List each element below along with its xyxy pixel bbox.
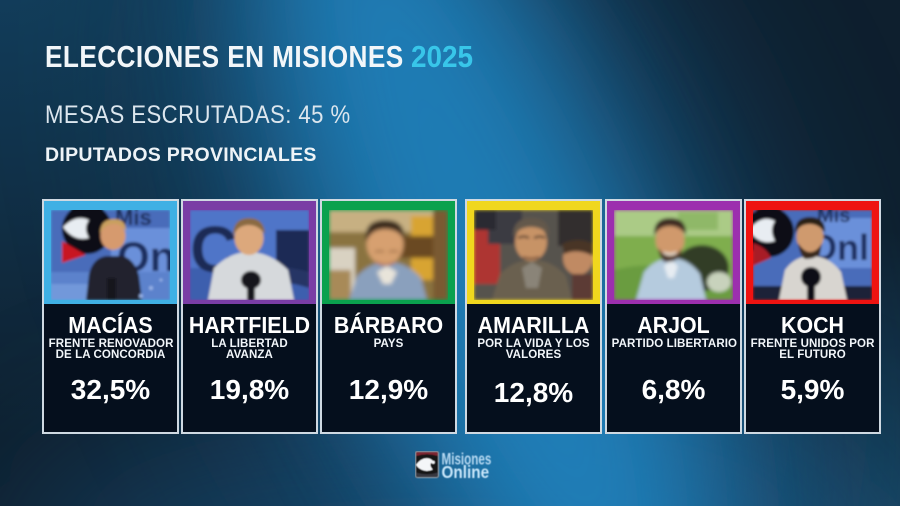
svg-text:Mis: Mis [817,210,850,227]
svg-text:Misiones: Misiones [442,451,492,468]
svg-text:Online: Online [442,463,490,479]
